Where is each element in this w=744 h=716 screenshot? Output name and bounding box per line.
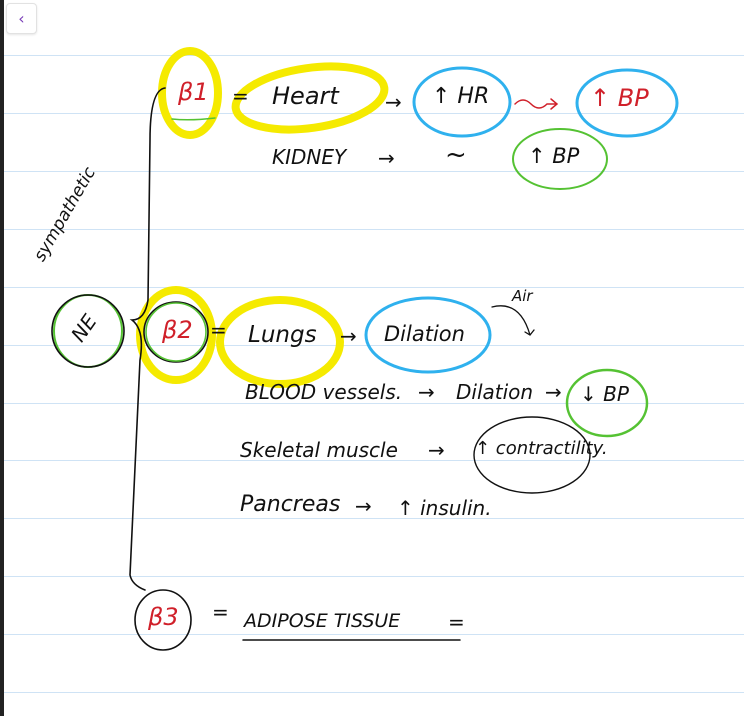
underline-beta1 (171, 117, 216, 121)
curved-arrow-air (491, 305, 535, 336)
circle-beta3 (134, 589, 192, 651)
row-organ: Skeletal muscle (240, 438, 398, 462)
beta3-trail: = (448, 610, 465, 634)
arrow: → (418, 380, 435, 404)
ruled-line (4, 229, 744, 230)
circle-beta2 (143, 301, 209, 363)
ruled-line (4, 113, 744, 114)
arrow: → (355, 494, 372, 518)
circle-hr (412, 66, 512, 138)
ruled-line (4, 634, 744, 635)
row-effect: ↑ insulin. (397, 496, 492, 520)
highlight-lungs (216, 296, 344, 388)
beta3-eq: = (212, 600, 229, 624)
circle-beta2-green (145, 302, 207, 362)
circle-contractility (473, 416, 591, 494)
circle-ne (51, 294, 125, 368)
arrow: → (428, 438, 445, 462)
arrow: → (378, 146, 395, 170)
ruled-line (4, 171, 744, 172)
row-organ: BLOOD vessels. (245, 380, 403, 404)
ruled-line (4, 460, 744, 461)
ruled-line (4, 287, 744, 288)
arrow: → (385, 90, 402, 114)
arrow: → (340, 324, 357, 348)
window-edge (0, 0, 4, 716)
beta1-eq: = (232, 84, 249, 108)
beta1-label: β1 (178, 78, 209, 106)
row-organ: Pancreas (240, 492, 341, 517)
kidney-result: ↑ BP (528, 144, 580, 168)
beta2-eq: = (210, 318, 227, 342)
ruled-line (4, 692, 744, 693)
chevron-left-icon: ‹ (18, 9, 25, 28)
kidney-organ: KIDNEY (272, 145, 347, 169)
circle-bp (575, 68, 679, 138)
ruled-line (4, 345, 744, 346)
beta2-label: β2 (162, 316, 193, 344)
beta1-organ: Heart (272, 82, 339, 110)
circle-kidney-bp (512, 128, 608, 190)
ruled-line (4, 403, 744, 404)
beta1-effect: ↑ HR (432, 84, 490, 109)
wavy-arrow (514, 98, 559, 110)
row-effect: Dilation (456, 380, 534, 404)
air-note: Air (512, 287, 533, 305)
bracket-line (129, 87, 166, 591)
ruled-line (4, 576, 744, 577)
arrow: → (545, 380, 562, 404)
circle-low-bp (565, 368, 649, 438)
ruled-line (4, 55, 744, 56)
highlight-heart (231, 62, 389, 134)
beta3-label: β3 (148, 603, 179, 631)
beta1-result: ↑ BP (590, 84, 649, 112)
ruled-line (4, 518, 744, 519)
beta3-organ: ADIPOSE TISSUE (244, 610, 401, 632)
back-button[interactable]: ‹ (6, 3, 37, 34)
tilde: ~ (445, 140, 467, 170)
highlight-beta1 (158, 47, 222, 139)
row-effect: ↑ contractility. (475, 438, 608, 459)
lungs-effect: Dilation (384, 322, 465, 346)
lungs-organ: Lungs (248, 322, 317, 348)
circle-dilation (364, 296, 492, 374)
row-result: ↓ BP (580, 382, 629, 406)
